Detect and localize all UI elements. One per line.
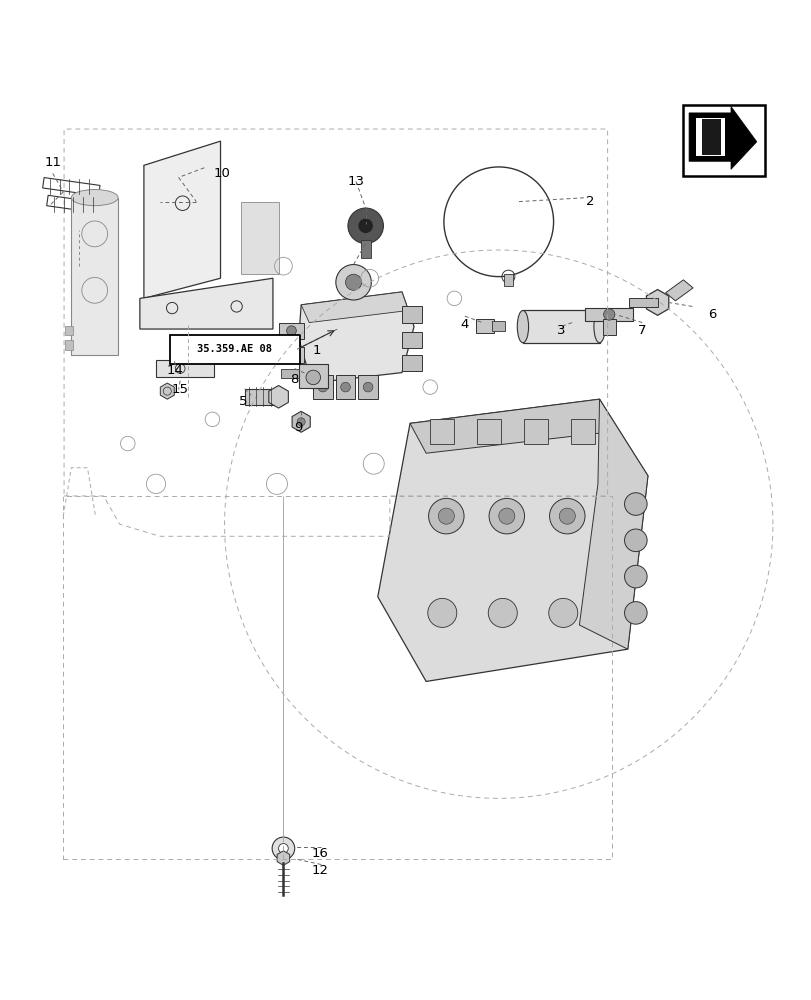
Circle shape	[318, 382, 328, 392]
Circle shape	[487, 598, 517, 627]
Bar	[401, 332, 422, 348]
Bar	[244, 389, 278, 405]
Polygon shape	[139, 278, 272, 329]
Text: 16: 16	[311, 847, 328, 860]
Bar	[65, 326, 73, 335]
Bar	[491, 321, 504, 331]
Circle shape	[624, 565, 646, 588]
Polygon shape	[292, 411, 310, 432]
Bar	[682, 105, 764, 176]
Ellipse shape	[593, 310, 604, 343]
Polygon shape	[646, 290, 668, 315]
Bar	[279, 323, 303, 339]
Bar	[602, 319, 615, 335]
Text: 9: 9	[294, 421, 302, 434]
Bar	[430, 419, 454, 444]
Circle shape	[603, 309, 614, 320]
Bar	[476, 419, 500, 444]
Polygon shape	[410, 399, 613, 453]
Bar	[358, 375, 377, 399]
Polygon shape	[695, 118, 723, 156]
Text: 15: 15	[171, 383, 188, 396]
Polygon shape	[665, 280, 693, 301]
Bar	[279, 347, 303, 363]
Circle shape	[358, 219, 372, 233]
Circle shape	[548, 598, 577, 627]
Bar	[584, 308, 633, 321]
Circle shape	[347, 208, 383, 244]
Text: 13: 13	[347, 175, 364, 188]
Bar	[401, 306, 422, 323]
Polygon shape	[298, 292, 414, 383]
Text: 12: 12	[311, 864, 328, 877]
Circle shape	[286, 350, 296, 360]
Text: 4: 4	[460, 318, 469, 331]
Circle shape	[363, 382, 372, 392]
Polygon shape	[301, 292, 408, 323]
Bar	[313, 375, 333, 399]
Polygon shape	[689, 106, 756, 169]
Circle shape	[272, 837, 294, 860]
Circle shape	[286, 326, 296, 335]
Text: 2: 2	[585, 195, 594, 208]
Bar	[240, 202, 279, 274]
Bar	[570, 419, 594, 444]
Bar	[336, 375, 354, 399]
Bar	[298, 364, 328, 388]
Polygon shape	[160, 383, 174, 399]
Bar	[71, 198, 118, 355]
Circle shape	[427, 598, 457, 627]
Bar	[360, 240, 370, 258]
Bar	[65, 340, 73, 350]
Text: 14: 14	[166, 364, 182, 377]
Bar	[475, 319, 493, 333]
Circle shape	[559, 508, 575, 524]
Text: 35.359.AE 08: 35.359.AE 08	[197, 344, 272, 354]
Text: 11: 11	[45, 156, 61, 169]
Polygon shape	[277, 851, 290, 865]
Polygon shape	[377, 399, 647, 681]
Circle shape	[297, 418, 305, 426]
Circle shape	[549, 498, 584, 534]
Circle shape	[624, 602, 646, 624]
Bar	[523, 419, 547, 444]
Bar	[401, 355, 422, 371]
Text: 10: 10	[213, 167, 230, 180]
Polygon shape	[579, 399, 647, 649]
Circle shape	[278, 844, 288, 853]
Circle shape	[624, 493, 646, 515]
Ellipse shape	[71, 190, 118, 206]
Text: 8: 8	[290, 373, 298, 386]
Circle shape	[624, 529, 646, 552]
Circle shape	[428, 498, 464, 534]
Text: 1: 1	[313, 344, 321, 357]
FancyBboxPatch shape	[169, 335, 299, 364]
Ellipse shape	[517, 310, 528, 343]
Circle shape	[306, 370, 320, 385]
Polygon shape	[144, 141, 221, 298]
Bar	[522, 310, 599, 343]
Circle shape	[341, 382, 350, 392]
Bar	[281, 369, 298, 378]
Polygon shape	[701, 119, 720, 155]
Bar	[503, 274, 513, 286]
Text: 7: 7	[637, 324, 646, 337]
Circle shape	[488, 498, 524, 534]
Polygon shape	[268, 385, 288, 408]
Text: 6: 6	[707, 308, 716, 321]
Bar	[156, 360, 214, 377]
Text: 5: 5	[238, 395, 247, 408]
Circle shape	[438, 508, 454, 524]
Bar	[629, 298, 657, 307]
Circle shape	[498, 508, 514, 524]
Circle shape	[345, 274, 361, 290]
Text: 3: 3	[556, 324, 564, 337]
Circle shape	[336, 265, 371, 300]
